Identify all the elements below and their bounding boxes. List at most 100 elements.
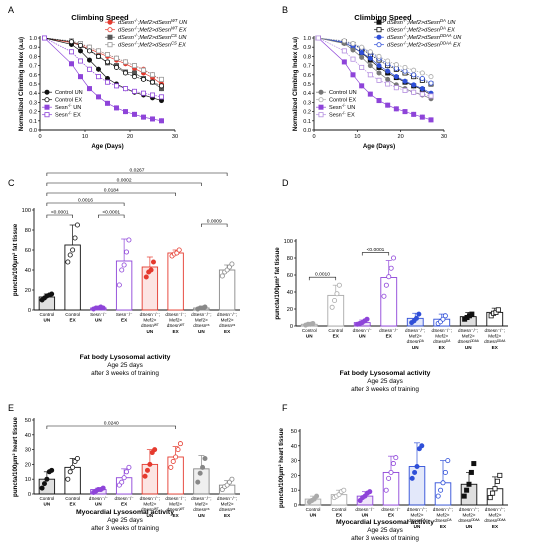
y-tick-label: 10 — [25, 477, 31, 483]
data-point — [126, 464, 132, 470]
x-tick-label: 30 — [441, 134, 447, 140]
category-label: Mef2> — [221, 318, 234, 323]
data-point — [329, 304, 335, 310]
data-point — [497, 472, 503, 478]
data-point — [341, 487, 347, 493]
data-point — [411, 111, 417, 117]
y-tick-label: 0.8 — [303, 54, 311, 60]
category-label: dSesn⁻/⁻; — [217, 496, 237, 501]
bracket-line — [98, 214, 125, 218]
legend-label: dSesn-/-;Mef2>dSesnCS EX — [118, 40, 186, 49]
data-point — [367, 489, 373, 495]
data-point — [158, 94, 164, 100]
data-point — [383, 282, 389, 288]
legend-marker — [318, 89, 324, 95]
data-point — [402, 78, 408, 84]
series-line — [44, 37, 162, 80]
panel-label-e: E — [8, 403, 14, 413]
bar-group — [300, 320, 318, 328]
category-label: EX — [224, 329, 231, 334]
y-tick-label: 60 — [25, 248, 31, 254]
data-point — [350, 41, 356, 47]
category-label: dSesnᶜˢ — [193, 323, 210, 328]
data-point — [147, 461, 153, 467]
data-point — [383, 487, 389, 493]
y-tick-label: 20 — [287, 307, 293, 313]
y-tick-label: 1.0 — [303, 36, 311, 42]
category-label: UN — [306, 334, 313, 339]
data-point — [350, 72, 356, 78]
data-point — [143, 274, 149, 280]
data-point — [411, 89, 417, 95]
data-point — [229, 476, 235, 482]
x-tick-label: 0 — [38, 134, 41, 140]
bar-group — [64, 222, 81, 311]
panel-label-f: F — [282, 403, 288, 413]
data-point — [341, 38, 347, 44]
category-label: dSesn⁻/⁻ — [379, 328, 399, 333]
bar-group — [353, 316, 371, 327]
data-point — [67, 252, 73, 258]
data-point — [386, 475, 392, 481]
category-label: EX — [121, 318, 128, 323]
legend-label: Sesn-/- UN — [55, 103, 81, 112]
data-point — [419, 75, 425, 81]
data-point — [315, 35, 321, 41]
data-point — [114, 55, 120, 61]
data-point — [393, 74, 399, 80]
category-label: dSesn⁻/⁻; — [459, 507, 479, 512]
data-point — [419, 86, 425, 92]
category-label: dSesn⁻/⁻; — [191, 496, 211, 501]
category-label: UN — [198, 513, 205, 518]
data-point — [149, 92, 155, 98]
category-label: dSesnᶜˢ — [219, 323, 236, 328]
legend-marker — [376, 19, 382, 25]
data-point — [78, 42, 84, 48]
data-point — [435, 493, 441, 499]
y-tick-label: 0.0 — [29, 128, 37, 134]
data-point — [96, 74, 102, 80]
chart-subtitle: after 3 weeks of training — [351, 386, 419, 393]
data-point — [376, 63, 382, 69]
legend-marker — [318, 112, 324, 118]
data-point — [469, 311, 475, 317]
y-tick-label: 0.1 — [29, 119, 37, 125]
y-tick-label: 0.2 — [29, 110, 37, 116]
chart-subtitle: after 3 weeks of training — [91, 370, 159, 377]
data-point — [131, 74, 137, 80]
significance-bracket: 0.0016 — [46, 198, 125, 206]
chart-subtitle: Fat body Lysosomal activity — [80, 354, 171, 361]
data-point — [78, 74, 84, 80]
bar-group — [218, 476, 236, 495]
category-label: UN — [359, 334, 366, 339]
data-point — [402, 109, 408, 115]
data-point — [350, 47, 356, 53]
y-axis-label: Normalized Climbing Index (a.u) — [292, 37, 299, 131]
category-label: dSesn⁻/⁻; — [191, 312, 211, 317]
data-point — [359, 54, 365, 60]
y-tick-label: 0.7 — [303, 64, 311, 70]
y-tick-label: 0.0 — [303, 128, 311, 134]
category-label: Mef2> — [489, 513, 502, 518]
category-label: Sesn⁻/⁻ — [90, 312, 107, 317]
bar — [141, 463, 159, 495]
category-label: dSesn⁻/⁻; — [433, 507, 453, 512]
category-label: Mef2> — [195, 502, 208, 507]
category-label: dSesnᴰᴬ — [434, 518, 452, 523]
y-tick-label: 40 — [25, 268, 31, 274]
data-point — [334, 291, 340, 297]
data-point — [428, 93, 434, 99]
data-point — [367, 91, 373, 97]
data-point — [105, 100, 111, 106]
legend-label: dSesn-/-;Mef2>dSesnWT UN — [118, 18, 188, 27]
data-point — [393, 106, 399, 112]
bar-group — [64, 455, 81, 495]
category-label: dSesn⁻/⁻; — [165, 312, 185, 317]
bar-group — [356, 489, 374, 506]
category-label: dSesn⁻/⁻; — [140, 312, 160, 317]
data-point — [376, 77, 382, 83]
y-tick-label: 80 — [287, 256, 293, 262]
category-label: EX — [492, 524, 499, 529]
legend-marker — [107, 27, 113, 33]
data-point — [69, 49, 75, 55]
